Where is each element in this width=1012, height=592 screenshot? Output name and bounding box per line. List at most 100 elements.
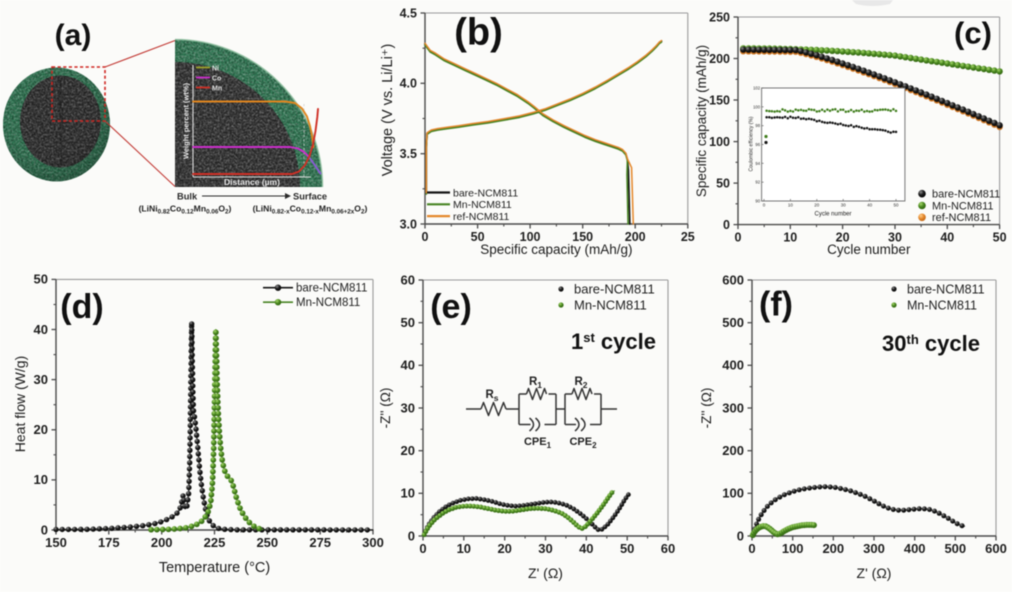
svg-text:0: 0 — [408, 528, 415, 543]
svg-text:92: 92 — [755, 180, 760, 185]
svg-text:30: 30 — [888, 231, 902, 245]
svg-text:150: 150 — [709, 93, 730, 107]
svg-text:Co: Co — [212, 76, 221, 83]
svg-text:0: 0 — [748, 541, 755, 556]
svg-text:Ni: Ni — [212, 66, 219, 73]
svg-text:40: 40 — [940, 231, 954, 245]
svg-text:40: 40 — [579, 541, 593, 556]
svg-text:Rs: Rs — [485, 389, 498, 403]
svg-text:bare-NCM811: bare-NCM811 — [932, 189, 1000, 201]
svg-text:0: 0 — [763, 203, 766, 208]
svg-text:10: 10 — [788, 203, 794, 208]
svg-text:50: 50 — [471, 230, 485, 244]
svg-text:40: 40 — [34, 322, 48, 337]
svg-text:102: 102 — [753, 86, 761, 91]
svg-text:4.5: 4.5 — [400, 6, 417, 20]
svg-text:0: 0 — [735, 231, 742, 245]
svg-text:200: 200 — [709, 52, 730, 66]
svg-text:175: 175 — [98, 535, 120, 550]
svg-text:10: 10 — [34, 472, 48, 487]
svg-text:10: 10 — [457, 541, 471, 556]
svg-text:150: 150 — [45, 535, 67, 550]
svg-text:600: 600 — [985, 541, 1007, 556]
svg-text:100: 100 — [782, 541, 804, 556]
svg-text:Coulombic efficiency (%): Coulombic efficiency (%) — [749, 116, 755, 171]
svg-text:30: 30 — [34, 372, 48, 387]
svg-text:300: 300 — [863, 541, 885, 556]
svg-text:Mn: Mn — [212, 86, 222, 93]
svg-text:10: 10 — [401, 486, 415, 501]
svg-text:Specific capacity (mAh/g): Specific capacity (mAh/g) — [694, 45, 709, 197]
svg-text:98: 98 — [755, 123, 760, 128]
svg-text:275: 275 — [309, 535, 331, 550]
svg-text:0: 0 — [419, 541, 426, 556]
svg-text:60: 60 — [661, 541, 675, 556]
svg-text:bare-NCM811: bare-NCM811 — [453, 187, 518, 199]
svg-text:Cycle number: Cycle number — [827, 242, 911, 257]
svg-text:50: 50 — [993, 231, 1007, 245]
svg-text:ref-NCM811: ref-NCM811 — [932, 212, 991, 224]
svg-text:0: 0 — [41, 522, 48, 537]
svg-text:30: 30 — [401, 400, 415, 415]
svg-text:400: 400 — [722, 358, 744, 373]
svg-text:20: 20 — [497, 541, 511, 556]
svg-text:(a): (a) — [55, 19, 92, 52]
svg-text:(LiNi0.82-xCo0.12-xMn0.06+2xO2: (LiNi0.82-xCo0.12-xMn0.06+2xO2) — [253, 204, 368, 216]
svg-text:bare-NCM811: bare-NCM811 — [907, 282, 985, 296]
svg-text:(f): (f) — [759, 286, 793, 324]
svg-text:600: 600 — [722, 272, 744, 287]
svg-text:100: 100 — [753, 104, 761, 109]
svg-text:250: 250 — [256, 535, 278, 550]
svg-text:50: 50 — [716, 176, 730, 190]
svg-text:200: 200 — [822, 541, 844, 556]
svg-text:3.0: 3.0 — [400, 217, 417, 231]
svg-text:100: 100 — [520, 230, 541, 244]
svg-text:500: 500 — [944, 541, 966, 556]
svg-text:(b): (b) — [454, 12, 503, 54]
svg-text:0: 0 — [422, 230, 429, 244]
svg-text:Voltage (V vs. Li/Li⁺): Voltage (V vs. Li/Li⁺) — [380, 44, 396, 177]
svg-text:-Z'' (Ω): -Z'' (Ω) — [699, 388, 714, 429]
svg-text:10: 10 — [783, 231, 797, 245]
svg-text:Weight percent (wt%): Weight percent (wt%) — [182, 82, 191, 159]
svg-text:500: 500 — [722, 315, 744, 330]
svg-text:Mn-NCM811: Mn-NCM811 — [574, 297, 647, 312]
svg-text:R2: R2 — [574, 376, 587, 390]
svg-text:Mn-NCM811: Mn-NCM811 — [932, 200, 994, 212]
svg-text:Temperature (°C): Temperature (°C) — [159, 560, 270, 576]
svg-text:20: 20 — [34, 422, 48, 437]
svg-text:Cycle number: Cycle number — [814, 212, 851, 218]
svg-text:Specific capacity (mAh/g): Specific capacity (mAh/g) — [480, 242, 632, 257]
svg-text:0: 0 — [723, 218, 730, 232]
svg-text:4.0: 4.0 — [400, 77, 417, 91]
svg-text:30: 30 — [538, 541, 552, 556]
svg-text:200: 200 — [151, 535, 173, 550]
svg-text:Z' (Ω): Z' (Ω) — [528, 565, 563, 581]
svg-text:CPE2: CPE2 — [569, 436, 597, 450]
svg-text:50: 50 — [620, 541, 634, 556]
svg-text:150: 150 — [572, 230, 593, 244]
svg-text:Mn-NCM811: Mn-NCM811 — [296, 297, 360, 309]
svg-text:25: 25 — [681, 230, 695, 244]
svg-text:Z' (Ω): Z' (Ω) — [857, 565, 892, 581]
svg-text:(LiNi0.82Co0.12Mn0.06O2): (LiNi0.82Co0.12Mn0.06O2) — [139, 204, 232, 216]
svg-text:300: 300 — [722, 400, 744, 415]
svg-text:94: 94 — [755, 161, 760, 166]
svg-text:bare-NCM811: bare-NCM811 — [296, 283, 367, 295]
svg-text:30th cycle: 30th cycle — [882, 331, 980, 356]
svg-text:50: 50 — [401, 315, 415, 330]
svg-text:200: 200 — [625, 230, 646, 244]
svg-text:0: 0 — [737, 528, 744, 543]
svg-text:400: 400 — [904, 541, 926, 556]
svg-text:100: 100 — [709, 135, 730, 149]
svg-text:40: 40 — [401, 358, 415, 373]
svg-text:(e): (e) — [430, 288, 472, 326]
svg-text:Distance (µm): Distance (µm) — [224, 177, 280, 187]
svg-text:100: 100 — [722, 486, 744, 501]
svg-text:50: 50 — [34, 272, 48, 287]
svg-text:20: 20 — [401, 443, 415, 458]
svg-text:R1: R1 — [529, 376, 542, 390]
svg-text:bare-NCM811: bare-NCM811 — [574, 281, 655, 296]
svg-text:50: 50 — [893, 203, 899, 208]
svg-text:30: 30 — [841, 203, 847, 208]
